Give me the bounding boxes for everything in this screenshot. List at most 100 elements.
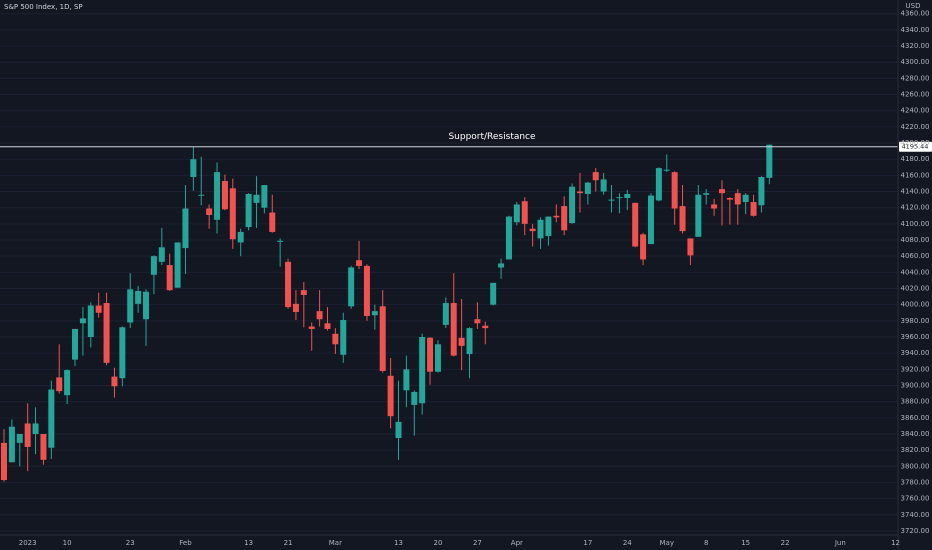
candle-body — [103, 303, 110, 363]
candle-body — [592, 172, 599, 181]
y-tick-label: 3720.00 — [901, 527, 930, 535]
candle-body — [647, 195, 654, 245]
y-tick-label: 3900.00 — [901, 381, 930, 389]
candle-body — [411, 391, 418, 405]
candle-body — [529, 228, 536, 232]
candle-body — [348, 267, 355, 307]
candle-body — [135, 290, 142, 304]
price-line-label: Support/Resistance — [448, 132, 536, 142]
y-tick-label: 3740.00 — [901, 511, 930, 519]
candle-body — [474, 319, 481, 324]
candle-body — [742, 194, 749, 203]
candle-body — [537, 219, 544, 239]
candle-body — [174, 242, 181, 288]
y-tick-label: 4320.00 — [901, 42, 930, 50]
candle-body — [687, 238, 694, 256]
candle-body — [505, 216, 512, 260]
y-tick-label: 4040.00 — [901, 268, 930, 276]
y-tick-label: 4160.00 — [901, 171, 930, 179]
candle-body — [734, 193, 741, 205]
y-tick-label: 4340.00 — [901, 26, 930, 34]
y-tick-label: 3820.00 — [901, 446, 930, 454]
x-tick-label: 13 — [244, 539, 253, 547]
y-tick-label: 3800.00 — [901, 462, 930, 470]
candle-body — [616, 197, 623, 199]
x-tick-label: May — [660, 539, 674, 547]
candle-body — [434, 344, 441, 372]
chart-title: S&P 500 Index, 1D, SP — [4, 3, 83, 11]
y-tick-label: 4140.00 — [901, 188, 930, 196]
candle-body — [1, 442, 7, 481]
y-tick-label: 3980.00 — [901, 317, 930, 325]
y-tick-label: 3860.00 — [901, 414, 930, 422]
x-tick-label: 22 — [781, 539, 790, 547]
y-tick-label: 4000.00 — [901, 301, 930, 309]
candle-body — [624, 193, 631, 198]
y-tick-label: 3780.00 — [901, 478, 930, 486]
candle-body — [576, 191, 583, 194]
candle-body — [340, 320, 347, 355]
candle-body — [640, 234, 647, 260]
x-tick-label: Jun — [834, 539, 846, 547]
y-tick-label: 3880.00 — [901, 398, 930, 406]
candle-body — [190, 159, 197, 177]
candle-body — [553, 215, 560, 218]
candle-body — [356, 260, 363, 266]
candle-body — [718, 189, 725, 194]
x-tick-label: 24 — [623, 539, 632, 547]
candle-body — [608, 199, 615, 201]
grid — [0, 13, 898, 532]
candle-body — [127, 289, 134, 323]
candle-body — [450, 303, 457, 356]
candle-body — [442, 303, 449, 325]
candle-body — [324, 323, 331, 329]
x-tick-label: 27 — [473, 539, 482, 547]
candle-body — [72, 328, 79, 360]
candle-body — [695, 194, 702, 237]
candle-body — [332, 333, 339, 345]
y-tick-label: 3760.00 — [901, 495, 930, 503]
y-tick-label: 4020.00 — [901, 285, 930, 293]
candle-body — [198, 194, 205, 196]
candle-body — [237, 231, 244, 243]
candle-body — [300, 290, 307, 295]
candle-body — [387, 375, 394, 417]
x-tick-label: 21 — [284, 539, 293, 547]
x-tick-label: 13 — [394, 539, 403, 547]
candle-body — [158, 247, 165, 262]
y-tick-label: 4300.00 — [901, 58, 930, 66]
candle-body — [545, 216, 552, 236]
candle-body — [261, 185, 268, 208]
candle-body — [79, 318, 86, 324]
y-tick-label: 4360.00 — [901, 10, 930, 18]
y-tick-label: 4280.00 — [901, 74, 930, 82]
candle-body — [371, 311, 378, 316]
candle-body — [403, 369, 410, 391]
x-tick-label: Mar — [329, 539, 342, 547]
y-tick-label: 4060.00 — [901, 252, 930, 260]
candle-body — [513, 204, 520, 223]
candle-body — [229, 188, 236, 240]
candle-body — [245, 193, 252, 228]
candle-body — [166, 265, 173, 291]
candle-body — [750, 202, 757, 216]
x-tick-label: 2023 — [19, 539, 37, 547]
overlay: Support/Resistance 4195.44 — [0, 132, 932, 152]
candle-body — [490, 282, 497, 305]
y-tick-label: 3940.00 — [901, 349, 930, 357]
x-tick-label: Apr — [511, 539, 523, 547]
x-tick-label: 8 — [704, 539, 708, 547]
candle-body — [395, 421, 402, 439]
candle-body — [32, 423, 39, 434]
candle-body — [111, 376, 118, 387]
x-tick-label: 23 — [126, 539, 135, 547]
candle-body — [16, 433, 23, 443]
candle-body — [521, 201, 528, 224]
candle-body — [277, 240, 284, 242]
candle-body — [150, 256, 157, 275]
y-tick-label: 4260.00 — [901, 91, 930, 99]
candle-body — [119, 327, 126, 379]
candle-body — [316, 311, 323, 320]
candle-body — [663, 169, 670, 171]
candle-body — [482, 325, 489, 329]
